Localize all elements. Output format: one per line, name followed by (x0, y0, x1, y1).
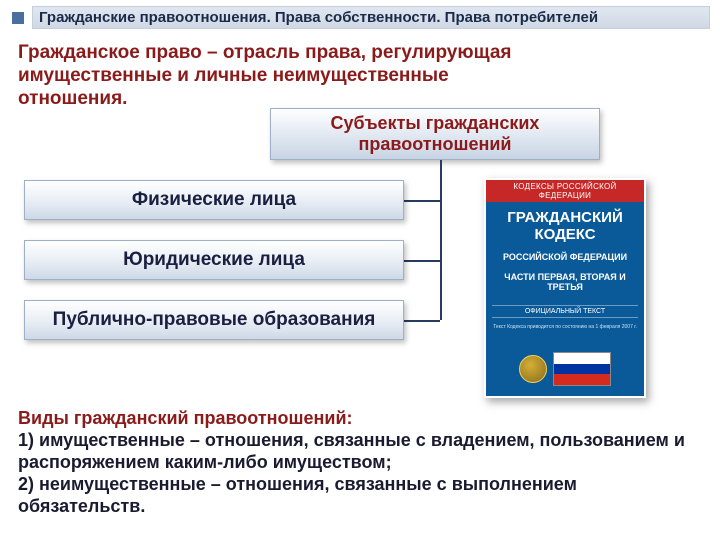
eagle-icon (519, 355, 547, 383)
connector-h1 (404, 200, 440, 202)
entity-legal: Юридические лица (24, 240, 404, 280)
book-parts: ЧАСТИ ПЕРВАЯ, ВТОРАЯ И ТРЕТЬЯ (492, 272, 638, 293)
connector-h3 (404, 320, 440, 322)
entity-public: Публично-правовые образования (24, 300, 404, 340)
book-official: ОФИЦИАЛЬНЫЙ ТЕКСТ (492, 305, 638, 318)
types-block: Виды гражданский правоотношений: 1) имущ… (18, 408, 708, 518)
subjects-heading-box: Субъекты гражданских правоотношений (270, 108, 600, 160)
slide-title: Гражданские правоотношения. Права собств… (32, 6, 710, 29)
types-item-2: 2) неимущественные – отношения, связанны… (18, 474, 577, 516)
definition-text: Гражданское право – отрасль права, регул… (18, 42, 558, 110)
book-cover: КОДЕКСЫ РОССИЙСКОЙ ФЕДЕРАЦИИ ГРАЖДАНСКИЙ… (484, 178, 646, 398)
book-title: ГРАЖДАНСКИЙ КОДЕКС (492, 210, 638, 243)
book-series: КОДЕКСЫ РОССИЙСКОЙ ФЕДЕРАЦИИ (486, 180, 644, 202)
entity-individuals: Физические лица (24, 180, 404, 220)
connector-h2 (404, 260, 440, 262)
flag-icon (553, 352, 611, 386)
connector-vertical (440, 160, 442, 320)
book-emblem (486, 352, 644, 386)
book-note: Текст Кодекса приводится по состоянию на… (492, 324, 638, 330)
title-bullet-icon (12, 12, 24, 24)
slide-title-bar: Гражданские правоотношения. Права собств… (12, 6, 710, 29)
types-item-1: 1) имущественные – отношения, связанные … (18, 430, 685, 472)
types-heading: Виды гражданский правоотношений: (18, 408, 353, 428)
book-subtitle: РОССИЙСКОЙ ФЕДЕРАЦИИ (492, 252, 638, 262)
